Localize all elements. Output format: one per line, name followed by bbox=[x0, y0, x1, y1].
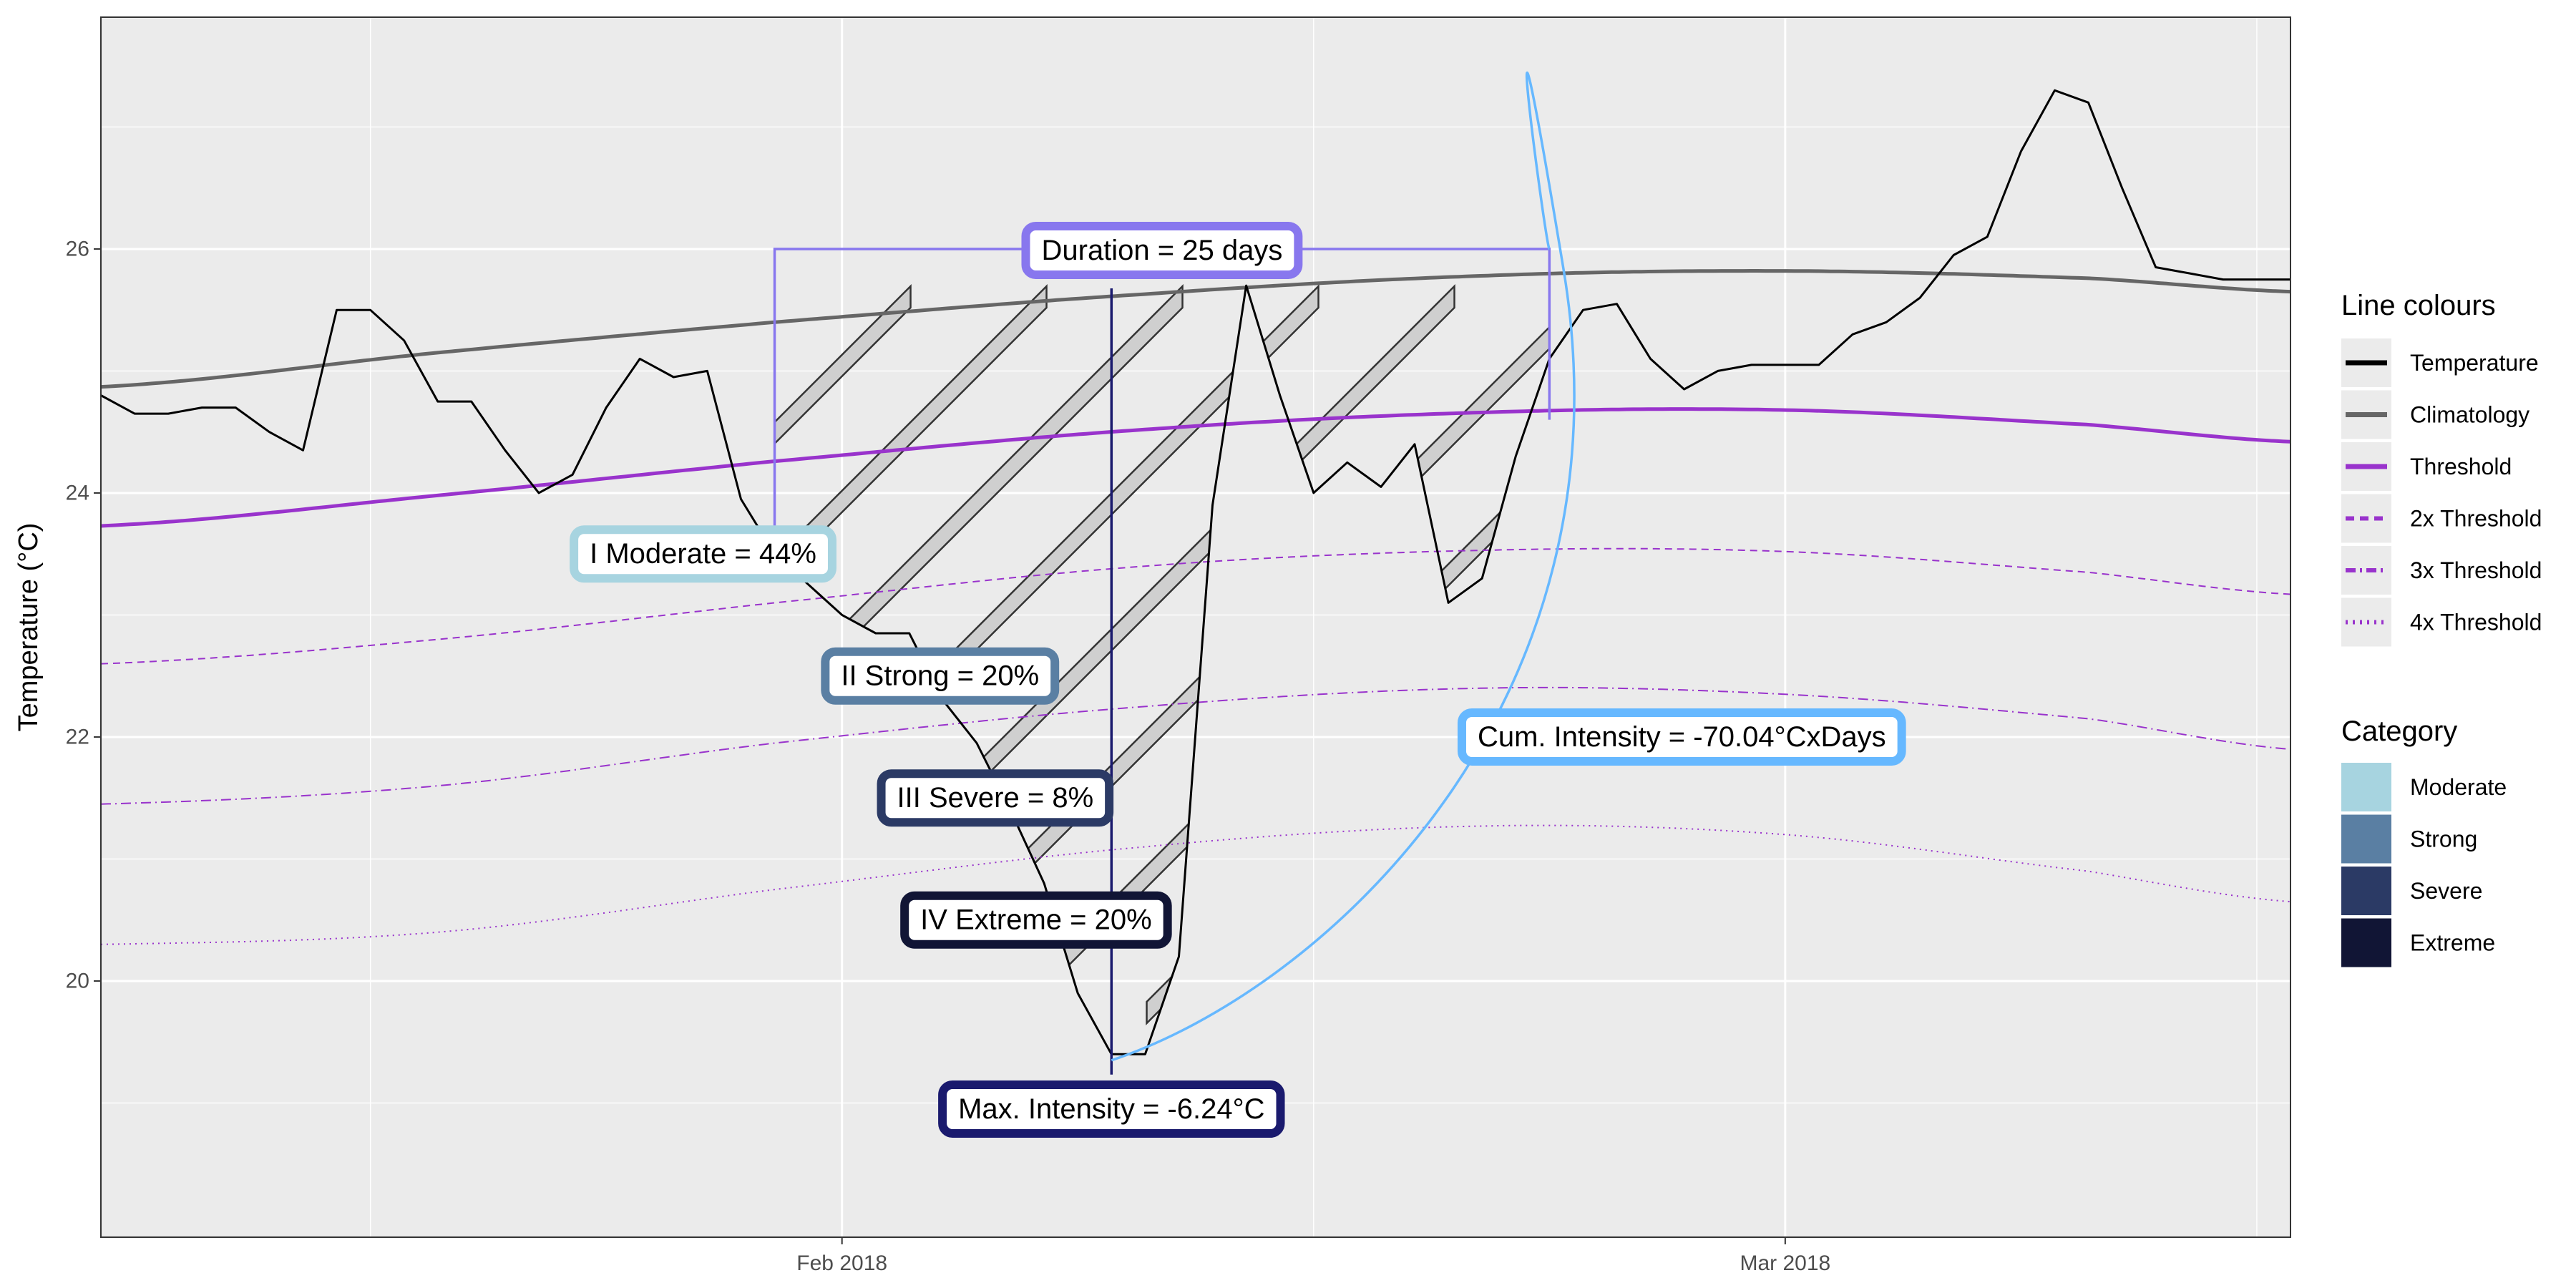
y-tick-label: 24 bbox=[66, 481, 89, 504]
legend-label: Severe bbox=[2410, 878, 2482, 904]
threshold-3x-line bbox=[101, 686, 2290, 805]
annotation-cum-intensity: Cum. Intensity = -70.04°CxDays bbox=[1457, 708, 1906, 766]
legend-label: 3x Threshold bbox=[2410, 557, 2542, 583]
legend-swatch bbox=[2341, 867, 2391, 915]
legend-title-category: Category bbox=[2341, 716, 2457, 747]
annotation-label: II Strong = 20% bbox=[841, 660, 1039, 692]
legend-swatch bbox=[2341, 918, 2391, 967]
legend-swatch bbox=[2341, 814, 2391, 864]
annotation-label: Max. Intensity = -6.24°C bbox=[958, 1093, 1264, 1125]
annotation-label: III Severe = 8% bbox=[897, 782, 1094, 814]
annotation-severe: III Severe = 8% bbox=[877, 769, 1114, 827]
legend-label: Extreme bbox=[2410, 930, 2495, 956]
x-tick-label: Feb 2018 bbox=[796, 1252, 887, 1275]
annotation-box bbox=[1021, 221, 1303, 279]
legend-label: Climatology bbox=[2410, 402, 2529, 428]
annotation-box bbox=[938, 1080, 1285, 1138]
temperature-line bbox=[101, 89, 2290, 1055]
y-axis-title: Temperature (°C) bbox=[14, 523, 44, 732]
annotation-box bbox=[900, 891, 1172, 949]
x-tick-label: Mar 2018 bbox=[1740, 1252, 1830, 1275]
threshold-2x-line bbox=[101, 547, 2290, 665]
legend-label: Temperature bbox=[2410, 350, 2539, 376]
annotation-extreme: IV Extreme = 20% bbox=[900, 891, 1172, 949]
threshold-4x-line bbox=[101, 824, 2290, 945]
legend-title-lines: Line colours bbox=[2341, 290, 2496, 321]
annotation-label: I Moderate = 44% bbox=[590, 538, 816, 570]
plot-panel bbox=[101, 17, 2290, 1237]
threshold-line bbox=[101, 407, 2290, 528]
annotation-box bbox=[821, 647, 1060, 705]
hatch-band bbox=[774, 283, 912, 1026]
legend-label: Threshold bbox=[2410, 454, 2512, 479]
annotation-box bbox=[570, 525, 836, 583]
annotation-duration: Duration = 25 days bbox=[1021, 221, 1303, 279]
annotation-strong: II Strong = 20% bbox=[821, 647, 1060, 705]
series-lines bbox=[101, 89, 2290, 1055]
hatch-band bbox=[774, 283, 1048, 1026]
y-tick-label: 26 bbox=[66, 237, 89, 260]
annotation-label: Duration = 25 days bbox=[1041, 235, 1282, 266]
annotation-box bbox=[1457, 708, 1906, 766]
annotations: Duration = 25 days Cum. Intensity = -70.0… bbox=[570, 221, 1906, 1138]
annotation-box bbox=[877, 769, 1114, 827]
legend-label: Strong bbox=[2410, 826, 2477, 852]
legend-label: 4x Threshold bbox=[2410, 610, 2542, 635]
legend-swatch bbox=[2341, 763, 2391, 811]
legend-label: 2x Threshold bbox=[2410, 506, 2542, 532]
grid-minor bbox=[101, 17, 2290, 1237]
annotation-max-intensity: Max. Intensity = -6.24°C bbox=[938, 1080, 1285, 1138]
annotation-moderate: I Moderate = 44% bbox=[570, 525, 836, 583]
legend-key-bg bbox=[2341, 597, 2391, 647]
annotation-label: IV Extreme = 20% bbox=[920, 904, 1151, 936]
legend: Line colours Temperature Climatology Thresh… bbox=[2341, 290, 2542, 967]
plot-border bbox=[100, 16, 2291, 1238]
legend-label: Moderate bbox=[2410, 774, 2507, 800]
axes: 20 22 24 26 Feb 2018 Mar 2018 Temperature (°C) bbox=[14, 237, 1830, 1275]
annotation-label: Cum. Intensity = -70.04°CxDays bbox=[1478, 721, 1886, 753]
cum-intensity-curve bbox=[1111, 71, 1576, 1062]
y-tick-label: 22 bbox=[66, 725, 89, 748]
y-tick-label: 20 bbox=[66, 969, 89, 992]
hatch-band bbox=[2371, 286, 2576, 1023]
climatology-line bbox=[101, 269, 2290, 389]
